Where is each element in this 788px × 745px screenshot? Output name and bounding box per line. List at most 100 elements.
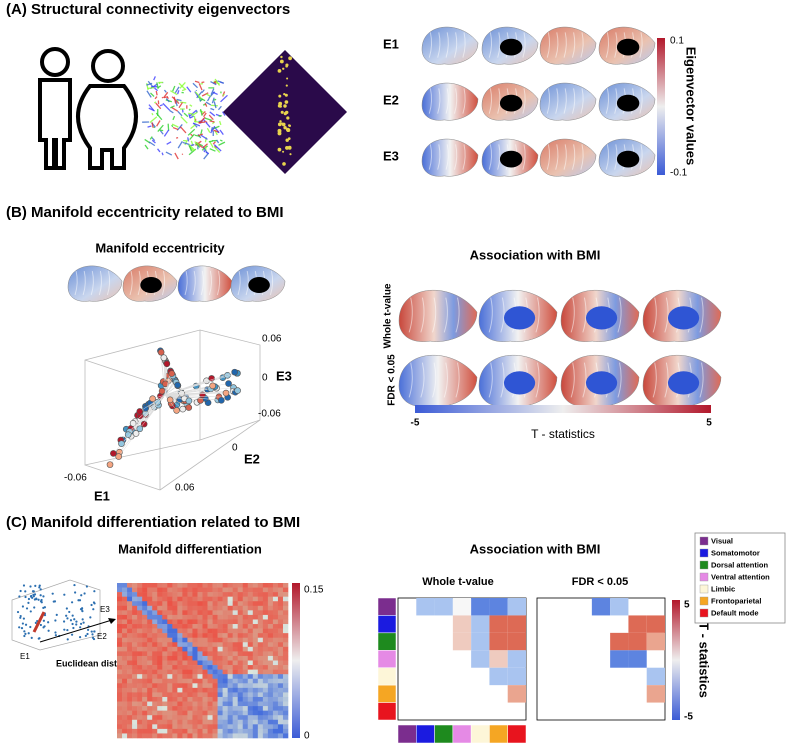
matrix-cell: [132, 710, 138, 716]
matrix-cell: [227, 674, 233, 680]
sulcus: [428, 144, 433, 170]
point: [185, 404, 193, 411]
matrix-cell: [247, 683, 254, 689]
sulcus: [161, 270, 166, 296]
matrix-cell: [187, 678, 193, 684]
matrix-cell: [172, 701, 178, 707]
fiber: [210, 80, 217, 86]
sulcus: [443, 297, 448, 333]
matrix-cell: [242, 706, 249, 711]
matrix-cell: [117, 678, 123, 684]
matrix-cell: [247, 624, 254, 629]
sulcus: [563, 32, 567, 58]
matrix-cell: [117, 633, 123, 639]
medial-wall: [248, 277, 270, 293]
brain: [539, 82, 597, 121]
matrix-cell: [247, 710, 254, 716]
sulcus: [522, 144, 526, 170]
point: [92, 608, 95, 611]
matrix-cell: [122, 605, 128, 611]
matrix-cell: [237, 724, 244, 730]
matrix-cell: [122, 706, 128, 711]
matrix-cell: [232, 619, 239, 625]
matrix-cell: [207, 678, 213, 684]
matrix-cell: [162, 592, 168, 597]
matrix-cell: [142, 655, 148, 661]
fiber: [191, 111, 198, 117]
matrix-cell: [507, 632, 526, 651]
matrix-cell: [182, 715, 188, 721]
matrix-cell: [282, 592, 289, 597]
matrix-cell: [157, 728, 163, 734]
matrix-cell: [207, 665, 213, 670]
network-bar: [377, 650, 397, 668]
matrix-cell: [162, 710, 168, 716]
point: [185, 397, 193, 405]
matrix-cell: [282, 728, 289, 734]
fiber: [148, 107, 155, 112]
matrix-cell: [167, 706, 173, 711]
matrix-cell: [212, 728, 218, 734]
matrix-cell: [182, 624, 188, 629]
matrix-cell: [212, 660, 218, 666]
point: [73, 583, 76, 587]
matrix-cell: [137, 687, 143, 693]
matrix-cell: [152, 733, 158, 739]
colorbar: [657, 38, 665, 175]
point: [65, 607, 68, 610]
matrix-cell: [207, 592, 213, 597]
fiber: [172, 126, 179, 131]
matrix-dot: [282, 150, 285, 153]
matrix-cell: [137, 665, 143, 670]
matrix-cell: [217, 696, 223, 702]
matrix-cell: [227, 687, 233, 693]
matrix-cell: [182, 601, 188, 607]
sulcus: [497, 32, 501, 58]
matrix-cell: [267, 660, 274, 666]
matrix-cell: [142, 733, 148, 739]
matrix-cell: [202, 633, 208, 639]
fiber: [219, 139, 223, 142]
matrix-cell: [157, 592, 163, 597]
matrix-cell: [142, 728, 148, 734]
point: [168, 370, 176, 377]
matrix-cell: [137, 706, 143, 711]
matrix-cell: [122, 701, 128, 707]
sulcus: [432, 362, 437, 398]
matrix-cell: [167, 719, 173, 725]
spoke: [164, 372, 238, 396]
fiber: [213, 98, 217, 101]
matrix-cell: [227, 733, 233, 739]
legend-swatch: [699, 596, 709, 606]
matrix-cell: [232, 587, 239, 593]
matrix-cell: [227, 633, 233, 639]
matrix-cell: [232, 605, 239, 611]
colorbar-max: 5: [706, 418, 712, 429]
matrix-cell: [187, 619, 193, 625]
matrix-cell: [267, 605, 274, 611]
matrix-cell: [197, 633, 203, 639]
matrix-cell: [132, 728, 138, 734]
matrix-cell: [222, 583, 228, 588]
point: [174, 381, 181, 389]
matrix-cell: [187, 601, 193, 607]
matrix-cell: [277, 665, 284, 670]
point: [90, 603, 93, 607]
matrix-cell: [202, 660, 208, 666]
subplot-title: Association with BMI: [470, 247, 601, 262]
matrix-cell: [197, 683, 203, 689]
matrix-cell: [646, 615, 665, 633]
matrix-cell: [282, 665, 289, 670]
fiber: [206, 127, 211, 133]
matrix-cell: [137, 601, 143, 607]
point: [29, 610, 32, 613]
matrix-cell: [247, 733, 254, 739]
matrix-cell: [157, 733, 163, 739]
matrix-cell: [282, 646, 289, 652]
matrix-cell: [172, 715, 178, 721]
matrix-cell: [237, 683, 244, 689]
matrix-cell: [197, 596, 203, 602]
matrix-cell: [177, 715, 183, 721]
sulcus: [563, 88, 567, 114]
matrix-cell: [252, 719, 259, 725]
